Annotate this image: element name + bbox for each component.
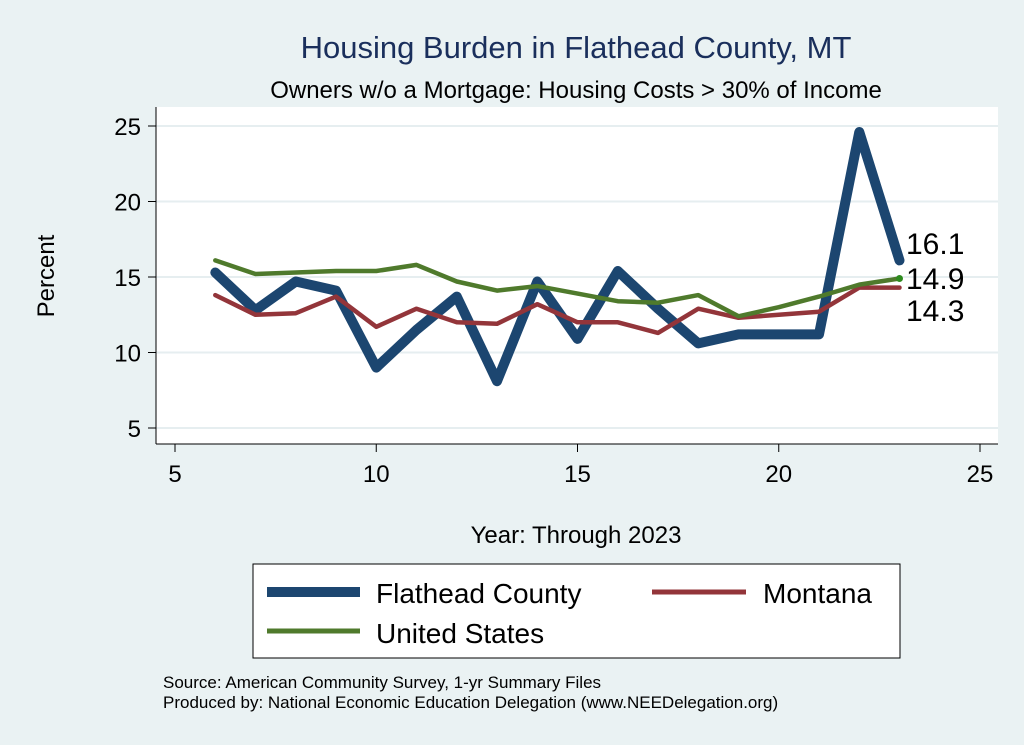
x-axis-title: Year: Through 2023 [471, 522, 682, 549]
legend-label-montana: Montana [763, 578, 872, 609]
end-label-flathead: 16.1 [906, 228, 964, 261]
end-label-us: 14.9 [906, 263, 964, 296]
x-tick-label-5: 5 [168, 461, 181, 488]
endpoint-marker-us [896, 275, 903, 283]
x-tick-label-20: 20 [765, 461, 792, 488]
y-tick-label-15: 15 [114, 265, 141, 292]
legend: Flathead County Montana United States [252, 563, 901, 659]
legend-box [252, 563, 901, 659]
y-axis-title: Percent [33, 234, 60, 317]
y-tick-label-25: 25 [114, 114, 141, 141]
series-line-flathead-county [210, 127, 905, 387]
x-tick-label-10: 10 [363, 461, 390, 488]
chart-title: Housing Burden in Flathead County, MT [301, 30, 852, 65]
x-tick-label-25: 25 [967, 461, 994, 488]
end-label-montana: 14.3 [906, 295, 964, 328]
legend-label-us: United States [376, 618, 544, 649]
x-axis-ticks: 5 10 15 20 25 [168, 444, 993, 488]
source-note: Source: American Community Survey, 1-yr … [163, 673, 601, 692]
series-lines [210, 127, 905, 387]
series-line-united-states [213, 258, 902, 319]
y-tick-label-5: 5 [128, 416, 141, 443]
chart-subtitle: Owners w/o a Mortgage: Housing Costs > 3… [270, 77, 882, 104]
y-tick-label-20: 20 [114, 190, 141, 217]
series-line-montana [213, 285, 902, 336]
legend-label-flathead: Flathead County [376, 578, 581, 609]
produced-note: Produced by: National Economic Education… [163, 693, 778, 712]
y-tick-label-10: 10 [114, 341, 141, 368]
y-axis-ticks: 5 10 15 20 25 [114, 114, 156, 443]
x-tick-label-15: 15 [564, 461, 591, 488]
